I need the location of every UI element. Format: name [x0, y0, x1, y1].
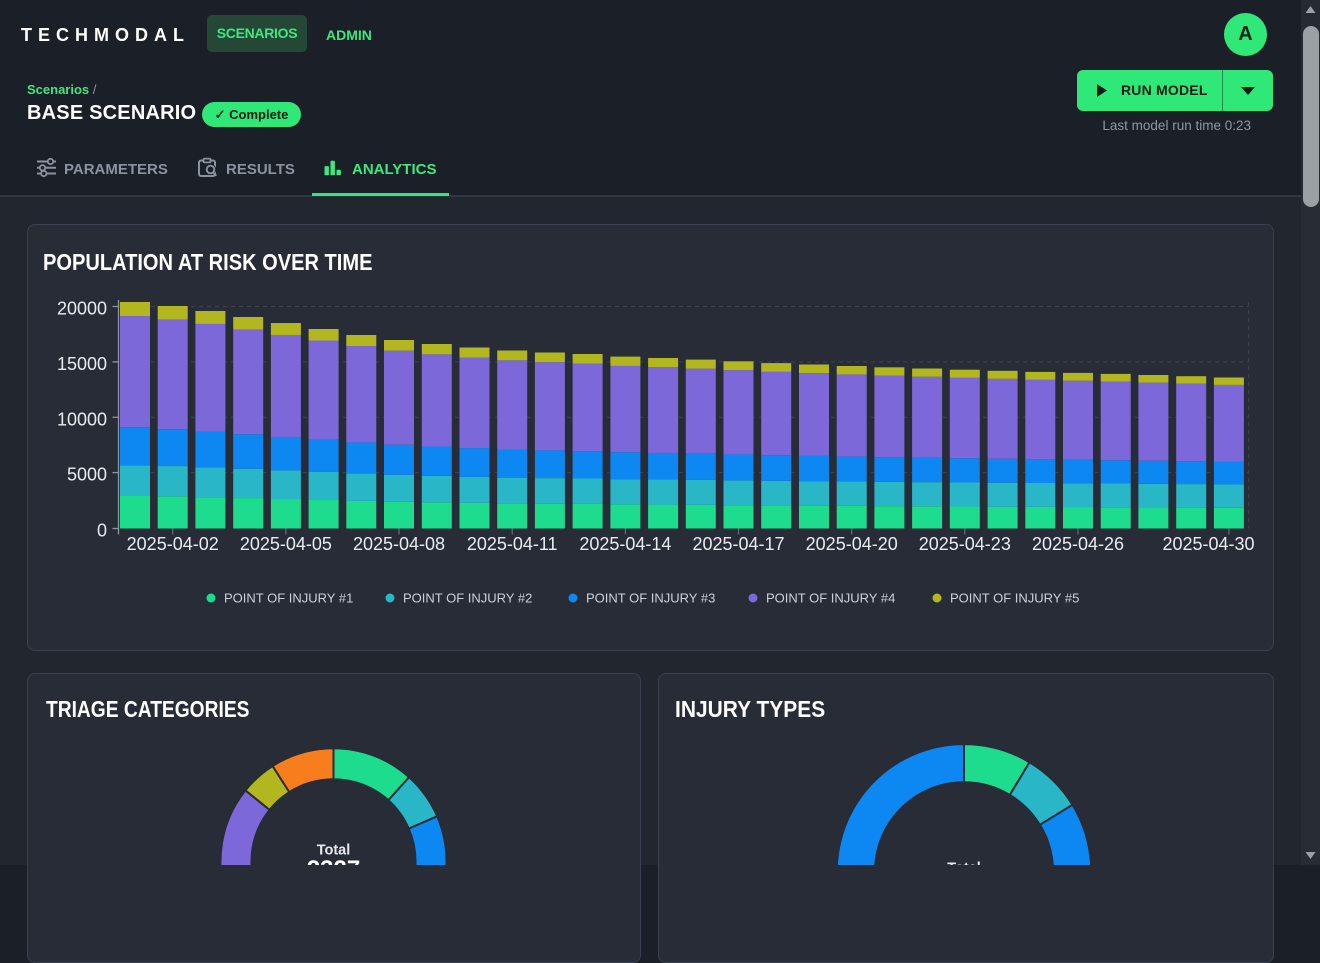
svg-text:2025-04-23: 2025-04-23: [919, 534, 1011, 554]
svg-text:10000: 10000: [57, 409, 107, 429]
svg-text:2025-04-26: 2025-04-26: [1032, 534, 1124, 554]
svg-text:2025-04-14: 2025-04-14: [579, 534, 671, 554]
svg-text:POINT OF INJURY #1: POINT OF INJURY #1: [224, 591, 353, 606]
svg-text:Total: Total: [947, 861, 981, 866]
svg-text:2025-04-08: 2025-04-08: [353, 534, 445, 554]
svg-text:2025-04-30: 2025-04-30: [1162, 534, 1254, 554]
svg-text:0: 0: [97, 521, 107, 541]
svg-text:POINT OF INJURY #4: POINT OF INJURY #4: [766, 591, 895, 606]
svg-text:15000: 15000: [57, 354, 107, 374]
svg-text:5000: 5000: [67, 465, 107, 485]
svg-text:2025-04-20: 2025-04-20: [806, 534, 898, 554]
svg-text:POINT OF INJURY #2: POINT OF INJURY #2: [403, 591, 532, 606]
svg-text:POINT OF INJURY #5: POINT OF INJURY #5: [950, 591, 1079, 606]
svg-text:POINT OF INJURY #3: POINT OF INJURY #3: [586, 591, 715, 606]
svg-text:2025-04-17: 2025-04-17: [692, 534, 784, 554]
svg-text:Total: Total: [317, 843, 351, 859]
svg-text:2025-04-05: 2025-04-05: [240, 534, 332, 554]
svg-text:2327: 2327: [307, 856, 360, 865]
svg-text:2025-04-02: 2025-04-02: [127, 534, 219, 554]
svg-text:20000: 20000: [57, 299, 107, 319]
svg-text:2025-04-11: 2025-04-11: [467, 534, 558, 554]
